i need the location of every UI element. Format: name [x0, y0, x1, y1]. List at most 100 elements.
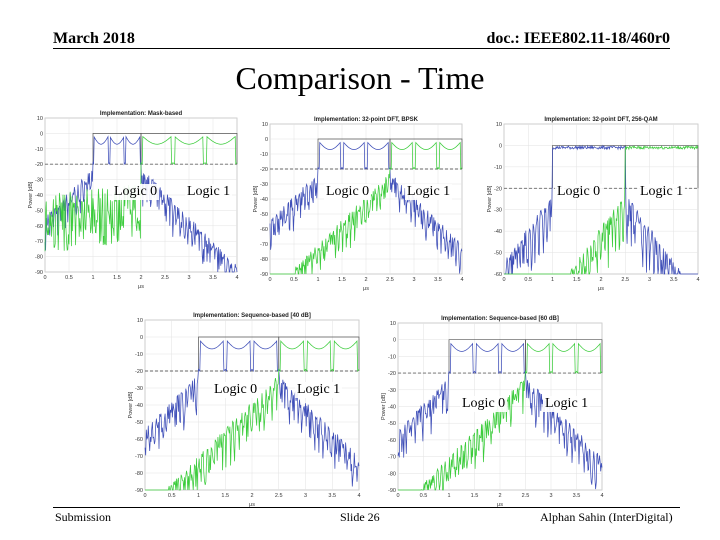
- chart-title: Implementation: Sequence-based [40 dB]: [193, 313, 311, 319]
- x-tick-label: 1: [447, 493, 450, 499]
- x-tick-label: 0.5: [290, 277, 298, 283]
- y-tick-label: 10: [37, 116, 43, 122]
- y-tick-label: -80: [260, 257, 268, 263]
- chart-dft-bpsk: Implementation: 32-point DFT, BPSK 10 0 -10…: [250, 112, 468, 292]
- chart-svg: Implementation: 32-point DFT, BPSK100-10…: [253, 117, 464, 292]
- footer-author: Alphan Sahin (InterDigital): [540, 510, 673, 524]
- mask-outline: [278, 336, 360, 371]
- x-tick-label: 2: [599, 277, 602, 283]
- x-tick-label: 2.5: [275, 493, 283, 499]
- logic1-label-256qam: Logic 1: [638, 184, 686, 200]
- x-tick-label: 0.5: [420, 493, 428, 499]
- y-tick-label: -90: [260, 272, 268, 278]
- logic0-label-seq40: Logic 0: [212, 382, 260, 398]
- y-tick-label: 10: [390, 321, 396, 327]
- header-divider: [53, 48, 670, 49]
- y-tick-label: -10: [135, 352, 143, 358]
- logic0-label-mask: Logic 0: [112, 184, 160, 200]
- x-tick-label: 4: [235, 275, 238, 281]
- y-tick-label: -40: [135, 403, 143, 409]
- y-tick-label: -40: [494, 229, 502, 235]
- x-tick-label: 0: [396, 493, 399, 499]
- x-tick-label: 1.5: [471, 493, 479, 499]
- y-tick-label: -40: [260, 197, 268, 203]
- y-axis-label: Power [dB]: [381, 393, 387, 420]
- x-tick-label: 2.5: [386, 277, 394, 283]
- chart-svg: Implementation: 32-point DFT, 256-QAM100…: [487, 117, 700, 292]
- y-tick-label: 0: [140, 335, 143, 341]
- x-tick-label: 3.5: [670, 277, 678, 283]
- logic0-label-256qam: Logic 0: [555, 184, 603, 200]
- series-logic1-line: [44, 135, 238, 252]
- x-tick-label: 4: [357, 493, 360, 499]
- y-tick-label: -20: [388, 371, 396, 377]
- chart-svg: Implementation: Sequence-based [40 dB]10…: [128, 313, 361, 508]
- footer-submission: Submission: [55, 510, 112, 524]
- x-tick-label: 1: [91, 275, 94, 281]
- y-tick-label: 10: [496, 122, 502, 128]
- x-axis-label: μs: [363, 286, 369, 292]
- series-logic0-line: [144, 340, 360, 487]
- x-tick-label: 2.5: [161, 275, 169, 281]
- x-tick-label: 2.5: [522, 493, 530, 499]
- y-tick-label: -10: [35, 147, 43, 153]
- y-tick-label: -20: [260, 167, 268, 173]
- x-tick-label: 0.5: [65, 275, 73, 281]
- mask-outline: [525, 339, 603, 374]
- logic1-label-bpsk: Logic 1: [405, 184, 453, 200]
- chart-dft-256qam: Implementation: 32-point DFT, 256-QAM 10 0…: [484, 112, 704, 292]
- x-tick-label: 3: [304, 493, 307, 499]
- y-tick-label: -70: [260, 242, 268, 248]
- logic1-label-mask: Logic 1: [185, 184, 233, 200]
- y-tick-label: -50: [35, 208, 43, 214]
- y-tick-label: -60: [135, 437, 143, 443]
- logic1-label-seq60: Logic 1: [543, 396, 591, 412]
- x-tick-label: 0: [268, 277, 271, 283]
- y-tick-label: -10: [494, 165, 502, 171]
- y-tick-label: 0: [499, 143, 502, 149]
- x-tick-label: 0: [143, 493, 146, 499]
- x-tick-label: 1: [197, 493, 200, 499]
- y-tick-label: -20: [494, 186, 502, 192]
- slide-title: Comparison - Time: [235, 60, 485, 96]
- x-tick-label: 0.5: [168, 493, 176, 499]
- logic0-label-seq60: Logic 0: [460, 396, 508, 412]
- x-tick-label: 3: [648, 277, 651, 283]
- y-tick-label: -80: [35, 255, 43, 261]
- x-tick-label: 2.5: [621, 277, 629, 283]
- y-tick-label: -10: [260, 152, 268, 158]
- x-tick-label: 1: [316, 277, 319, 283]
- chart-title: Implementation: Mask-based: [100, 111, 183, 117]
- y-tick-label: -40: [35, 193, 43, 199]
- x-tick-label: 1: [551, 277, 554, 283]
- x-tick-label: 1.5: [221, 493, 229, 499]
- mask-outline: [140, 133, 238, 165]
- x-tick-label: 0: [43, 275, 46, 281]
- series-logic1-line: [504, 144, 699, 275]
- series-logic1-line: [145, 340, 360, 491]
- x-tick-label: 2: [364, 277, 367, 283]
- y-tick-label: -50: [260, 212, 268, 218]
- series-logic0-line: [397, 342, 603, 490]
- y-axis-label: Power [dB]: [28, 181, 34, 208]
- y-tick-label: 0: [40, 131, 43, 137]
- x-tick-label: 1.5: [573, 277, 581, 283]
- y-tick-label: 10: [137, 318, 143, 324]
- chart-sequence-40db: Implementation: Sequence-based [40 dB] 10…: [125, 308, 365, 508]
- x-tick-label: 4: [460, 277, 463, 283]
- series-logic0-line: [269, 141, 463, 274]
- x-tick-label: 1.5: [113, 275, 121, 281]
- y-tick-label: -30: [135, 386, 143, 392]
- y-tick-label: -70: [388, 455, 396, 461]
- series-logic0-line: [504, 144, 698, 275]
- y-tick-label: -90: [35, 270, 43, 276]
- x-tick-label: 2: [498, 493, 501, 499]
- y-tick-label: -50: [135, 420, 143, 426]
- x-tick-label: 3.5: [209, 275, 217, 281]
- chart-title: Implementation: Sequence-based [60 dB]: [441, 316, 559, 322]
- y-tick-label: 0: [265, 137, 268, 143]
- y-tick-label: 10: [262, 122, 268, 128]
- x-tick-label: 3.5: [328, 493, 336, 499]
- x-axis-label: μs: [249, 502, 255, 508]
- y-tick-label: -20: [35, 162, 43, 168]
